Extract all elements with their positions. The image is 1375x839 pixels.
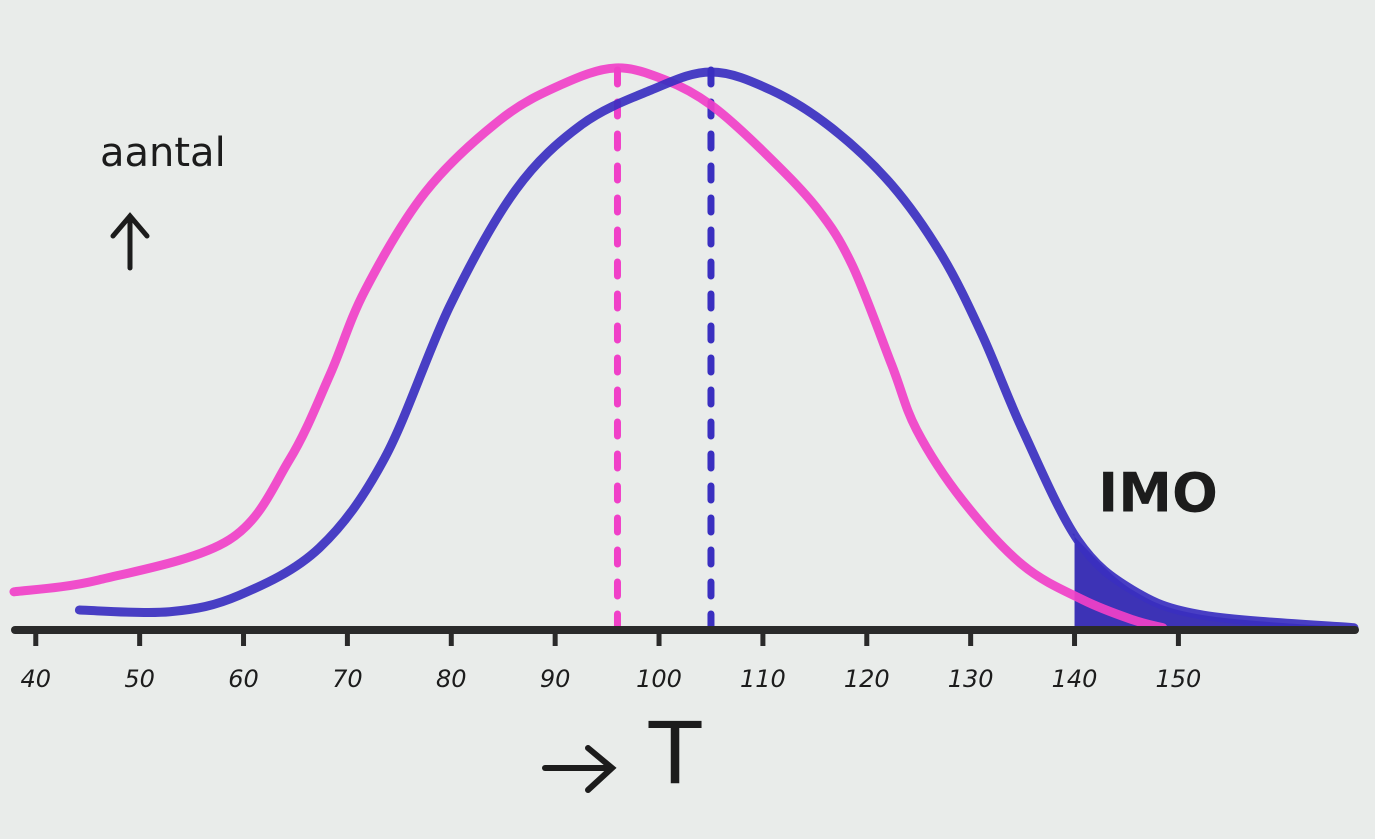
x-tick-label: 100 bbox=[636, 665, 682, 693]
annotation: IMO bbox=[1098, 462, 1218, 525]
x-arrow bbox=[542, 745, 617, 793]
x-tick-label: 40 bbox=[21, 665, 52, 693]
x-tick-label: 120 bbox=[844, 665, 890, 693]
x-tick-label: 110 bbox=[740, 665, 786, 693]
x-tick-label: 50 bbox=[124, 665, 155, 693]
x-axis-label: T bbox=[648, 704, 702, 804]
x-tick-label: 150 bbox=[1156, 665, 1202, 693]
x-tick-label: 80 bbox=[436, 665, 467, 693]
shaded-tail bbox=[1072, 533, 1354, 630]
x-tick-label: 130 bbox=[948, 665, 994, 693]
curve bbox=[74, 67, 1359, 633]
y-arrow bbox=[110, 212, 150, 271]
x-tick-label: 60 bbox=[228, 665, 259, 693]
x-tick-label: 140 bbox=[1052, 665, 1098, 693]
y-axis-label: aantal bbox=[100, 130, 226, 176]
x-tick-label: 70 bbox=[332, 665, 363, 693]
x-tick-label: 90 bbox=[540, 665, 571, 693]
